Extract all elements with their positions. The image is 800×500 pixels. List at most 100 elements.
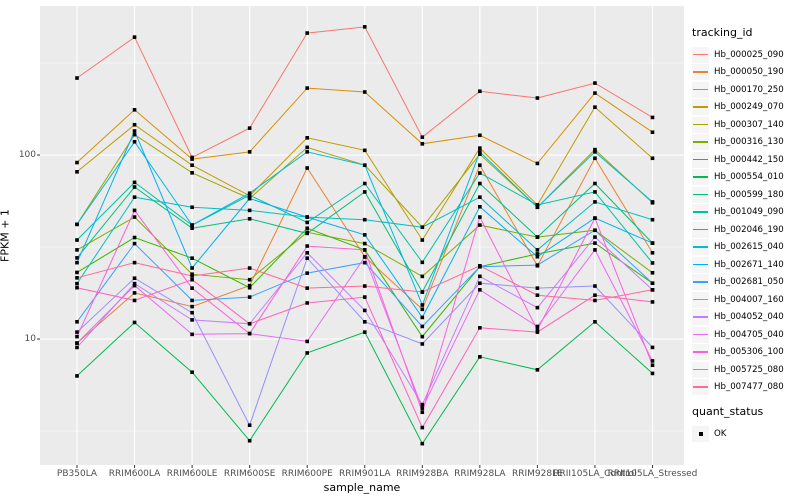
legend-item-label: Hb_000050_190 <box>714 67 784 78</box>
y-tick-label: 100 <box>18 150 36 160</box>
legend-key-swatch <box>692 116 709 133</box>
data-point <box>650 345 655 350</box>
data-point <box>305 220 309 225</box>
legend-item-Hb_000316_130[interactable]: Hb_000316_130 <box>692 134 798 152</box>
legend-item-label: OK <box>714 428 727 439</box>
legend-item-Hb_002615_040[interactable]: Hb_002615_040 <box>692 239 798 257</box>
x-tick-label: RRII105LA_Control <box>553 469 637 479</box>
data-point <box>593 320 597 324</box>
legend-key-swatch <box>692 169 709 186</box>
data-point <box>478 171 482 175</box>
data-point <box>650 156 655 161</box>
data-point <box>305 256 309 260</box>
data-point <box>190 286 194 290</box>
data-point <box>362 330 367 334</box>
data-point <box>305 136 309 140</box>
data-point <box>247 266 252 270</box>
legend-item-quant-OK[interactable]: OK <box>692 425 798 443</box>
data-point <box>593 293 597 297</box>
series-color-line-icon <box>693 386 708 388</box>
data-point <box>190 205 194 210</box>
legend-item-Hb_005725_080[interactable]: Hb_005725_080 <box>692 361 798 379</box>
legend-item-Hb_002046_190[interactable]: Hb_002046_190 <box>692 221 798 239</box>
data-point <box>420 441 425 446</box>
data-point <box>650 217 655 222</box>
legend-key-swatch <box>692 309 709 326</box>
data-point <box>75 330 79 334</box>
x-tick-label: RRIM928LE <box>511 469 563 479</box>
data-point <box>132 320 137 325</box>
data-point <box>650 288 655 292</box>
legend-item-Hb_000442_150[interactable]: Hb_000442_150 <box>692 151 798 169</box>
data-point <box>247 217 252 221</box>
series-color-line-icon <box>693 333 708 336</box>
legend-item-Hb_004052_040[interactable]: Hb_004052_040 <box>692 309 798 327</box>
data-point <box>247 438 252 443</box>
series-color-line-icon <box>693 298 708 301</box>
data-point <box>132 129 137 133</box>
legend-item-label: Hb_004705_040 <box>714 329 784 340</box>
legend-title-quant-status: quant_status <box>692 405 764 418</box>
legend-item-Hb_000249_070[interactable]: Hb_000249_070 <box>692 99 798 117</box>
data-point <box>478 150 482 154</box>
data-point <box>75 256 79 260</box>
data-point <box>247 285 252 290</box>
data-point <box>478 355 482 359</box>
data-point <box>535 205 540 210</box>
legend-item-Hb_000025_090[interactable]: Hb_000025_090 <box>692 46 798 64</box>
series-color-line-icon <box>693 176 708 178</box>
series-color-line-icon <box>693 316 708 318</box>
data-point <box>247 208 252 213</box>
data-point <box>75 374 79 378</box>
legend-key-swatch <box>692 425 709 442</box>
legend-item-Hb_000050_190[interactable]: Hb_000050_190 <box>692 64 798 82</box>
data-point <box>305 244 309 248</box>
data-point <box>593 150 597 154</box>
data-point <box>305 251 309 255</box>
data-point <box>305 145 309 150</box>
legend-item-Hb_002681_050[interactable]: Hb_002681_050 <box>692 274 798 292</box>
legend-item-label: Hb_000025_090 <box>714 49 784 60</box>
x-tick-label: RRIM928LA <box>454 469 506 479</box>
data-point <box>247 295 252 299</box>
legend-item-Hb_000307_140[interactable]: Hb_000307_140 <box>692 116 798 134</box>
legend-item-Hb_007477_080[interactable]: Hb_007477_080 <box>692 379 798 397</box>
data-point <box>535 254 540 259</box>
legend-key-swatch <box>692 221 709 238</box>
x-tick-label: RRIM600PE <box>281 469 333 479</box>
data-point <box>478 89 482 94</box>
data-point <box>75 222 79 227</box>
legend-item-Hb_004007_160[interactable]: Hb_004007_160 <box>692 291 798 309</box>
legend-quant-items: OK <box>692 425 798 443</box>
data-point <box>420 135 425 139</box>
legend-key-swatch <box>692 291 709 308</box>
legend-item-Hb_002671_140[interactable]: Hb_002671_140 <box>692 256 798 274</box>
legend-item-label: Hb_000170_250 <box>714 84 784 95</box>
data-point <box>362 163 367 168</box>
data-point <box>75 334 79 339</box>
legend-item-Hb_000170_250[interactable]: Hb_000170_250 <box>692 81 798 99</box>
data-point <box>478 263 482 268</box>
legend-item-Hb_001049_090[interactable]: Hb_001049_090 <box>692 204 798 222</box>
legend-item-Hb_004705_040[interactable]: Hb_004705_040 <box>692 326 798 344</box>
data-point <box>190 226 194 231</box>
legend-item-Hb_000599_180[interactable]: Hb_000599_180 <box>692 186 798 204</box>
legend-item-label: Hb_002615_040 <box>714 242 784 253</box>
data-point <box>593 147 597 152</box>
data-point <box>650 251 655 255</box>
data-point <box>132 260 137 265</box>
data-point <box>132 276 137 281</box>
plot-panel <box>40 6 684 465</box>
legend-key-swatch <box>692 134 709 151</box>
legend-key-swatch <box>692 344 709 361</box>
data-point <box>75 276 79 280</box>
legend-item-Hb_005306_100[interactable]: Hb_005306_100 <box>692 344 798 362</box>
data-point <box>75 238 79 242</box>
data-point <box>420 406 425 411</box>
data-point <box>593 248 597 252</box>
x-tick-label: RRII105LA_Stressed <box>607 469 698 479</box>
data-point <box>420 260 425 265</box>
legend-item-Hb_000554_010[interactable]: Hb_000554_010 <box>692 169 798 187</box>
series-color-line-icon <box>693 158 708 161</box>
